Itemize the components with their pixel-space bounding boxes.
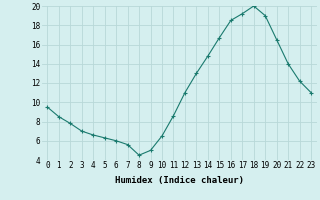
X-axis label: Humidex (Indice chaleur): Humidex (Indice chaleur) bbox=[115, 176, 244, 185]
